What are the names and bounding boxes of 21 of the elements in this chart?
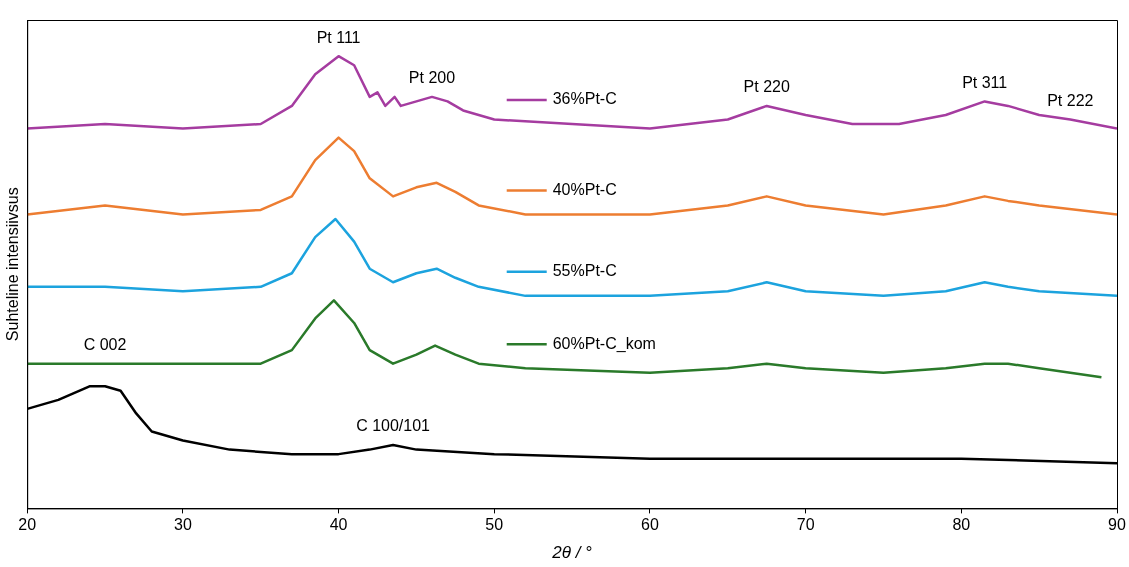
x-tick-label: 90: [1108, 516, 1126, 534]
y-axis-title: Suhteline intensiivsus: [4, 187, 22, 342]
annotation: Pt 311: [962, 73, 1008, 91]
legend-label: 36%Pt-C: [552, 90, 617, 108]
x-tick-label: 60: [641, 516, 659, 534]
legend-label: 60%Pt-C_kom: [552, 334, 656, 353]
x-tick-label: 80: [952, 516, 971, 534]
x-tick-label: 40: [329, 516, 348, 534]
legend-label: 40%Pt-C: [552, 180, 617, 198]
annotation: Pt 111: [316, 28, 361, 46]
x-axis-title: 2θ / °: [551, 542, 593, 562]
annotation: Pt 220: [743, 78, 790, 96]
annotation: C 100/101: [356, 417, 431, 435]
x-tick-label: 20: [18, 516, 37, 534]
annotation: Pt 222: [1047, 91, 1094, 109]
x-tick-label: 30: [173, 516, 192, 534]
annotation: C 002: [83, 336, 127, 354]
legend-label: 55%Pt-C: [552, 262, 617, 280]
annotation: Pt 200: [408, 69, 456, 87]
x-tick-label: 50: [485, 516, 504, 534]
x-tick-label: 70: [796, 516, 815, 534]
